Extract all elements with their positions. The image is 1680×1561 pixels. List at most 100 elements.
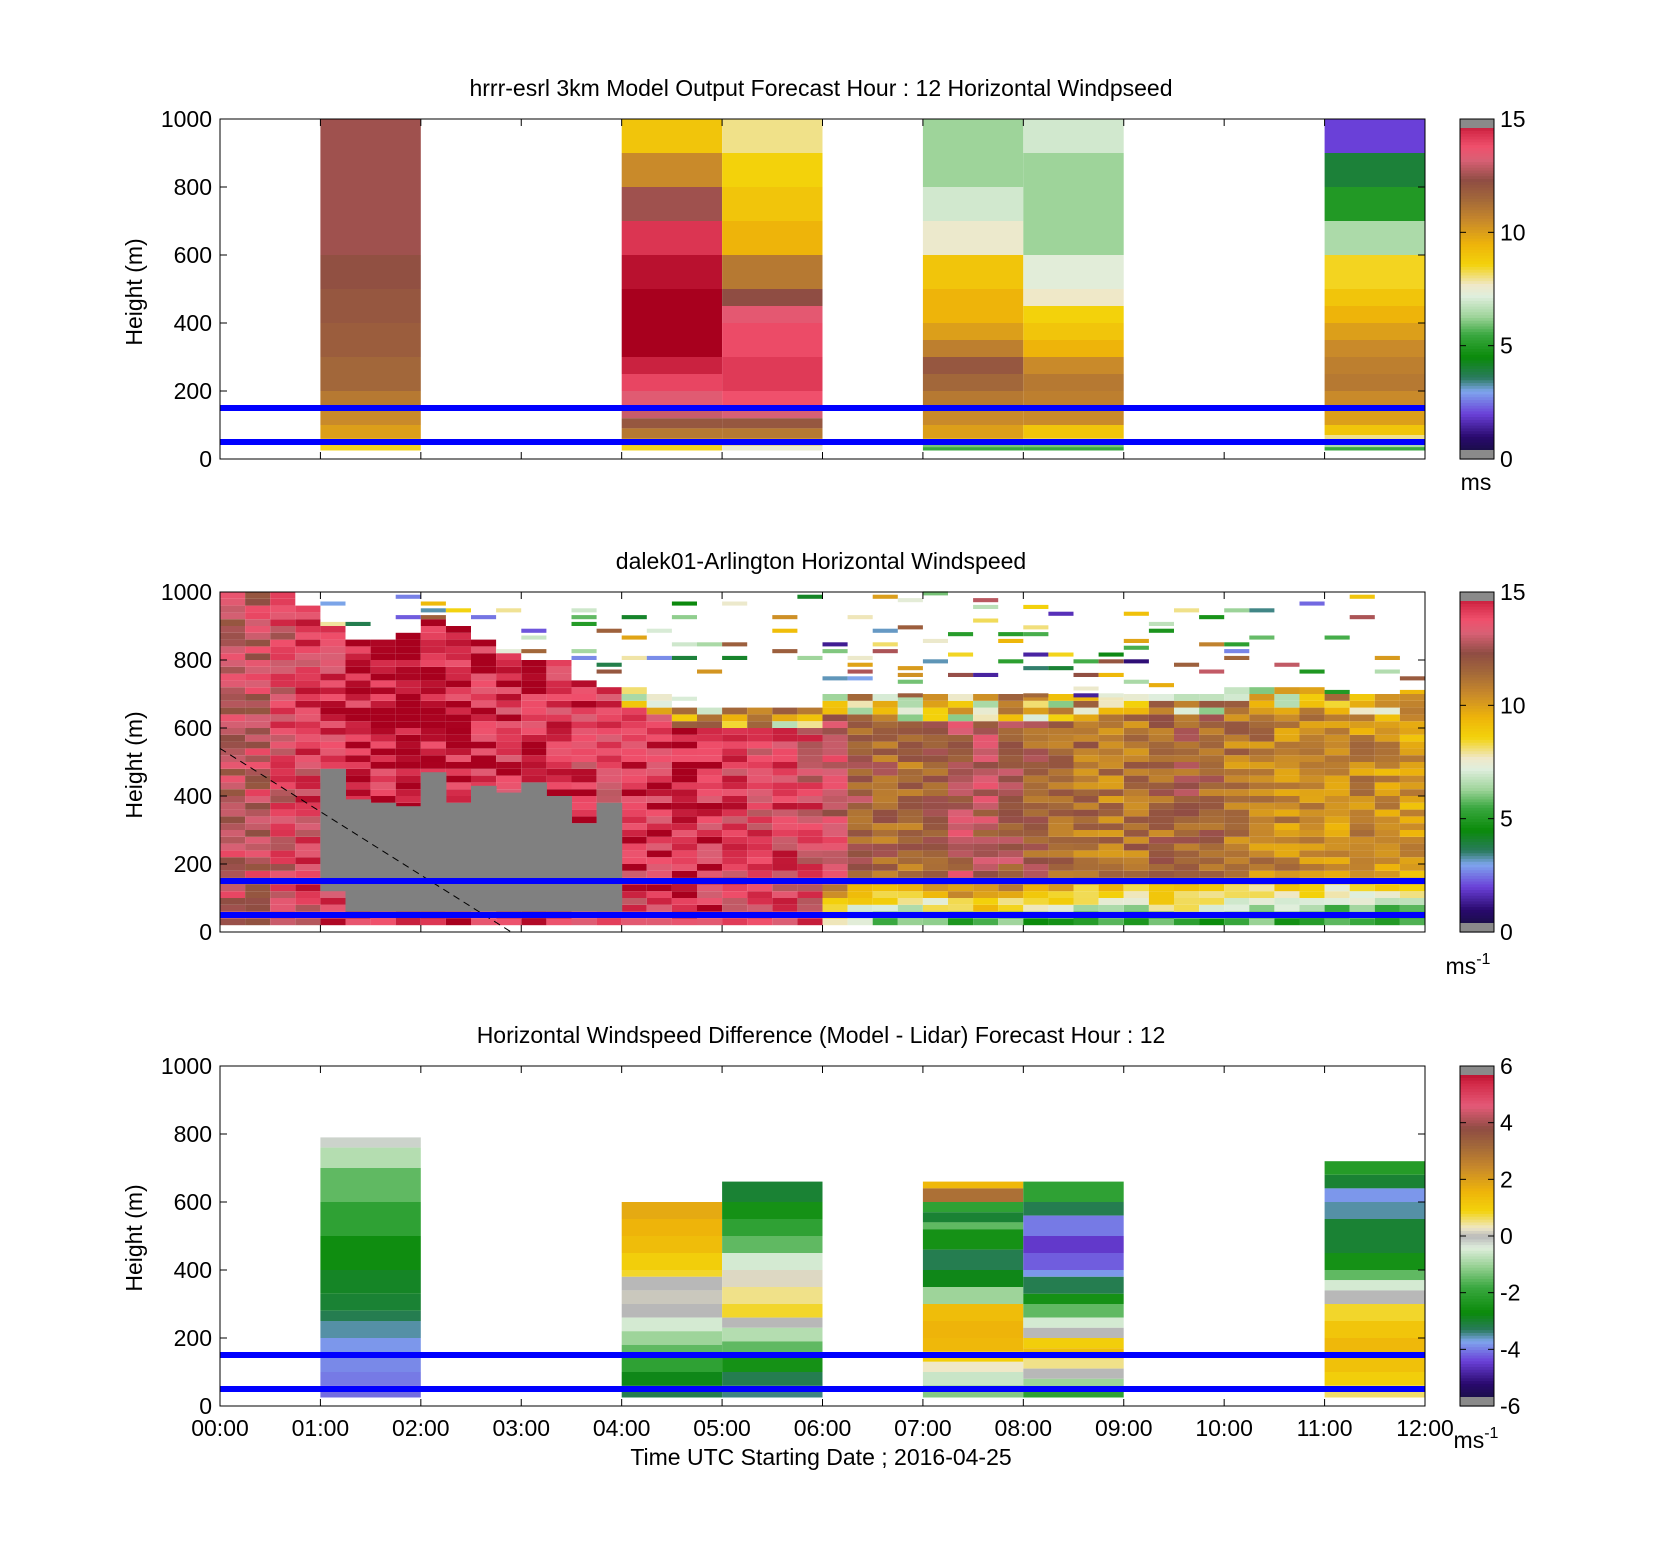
heatmap-cell bbox=[320, 255, 421, 289]
heatmap-cell bbox=[1098, 748, 1124, 756]
heatmap-cell bbox=[747, 898, 773, 905]
heatmap-cell bbox=[1324, 447, 1425, 451]
heatmap-cell bbox=[747, 870, 773, 878]
colorbar-segment bbox=[1460, 184, 1494, 188]
colorbar-segment bbox=[1460, 705, 1494, 709]
heatmap-cell bbox=[998, 762, 1024, 769]
heatmap-cell bbox=[270, 796, 296, 803]
heatmap-cell bbox=[1174, 857, 1200, 864]
heatmap-cell bbox=[847, 782, 873, 790]
colorbar-segment bbox=[1460, 1139, 1494, 1144]
heatmap-cell bbox=[496, 608, 522, 613]
heatmap-cell bbox=[445, 755, 471, 762]
heatmap-cell bbox=[471, 660, 497, 667]
heatmap-cell bbox=[1399, 721, 1425, 728]
heatmap-cell bbox=[546, 680, 572, 688]
colorbar-segment bbox=[1460, 280, 1494, 284]
heatmap-cell bbox=[772, 904, 798, 912]
heatmap-cell bbox=[220, 605, 246, 613]
colorbar-segment bbox=[1460, 385, 1494, 389]
heatmap-cell bbox=[1023, 850, 1049, 858]
heatmap-cell bbox=[596, 755, 622, 762]
colorbar-segment bbox=[1460, 637, 1494, 641]
heatmap-cell bbox=[1249, 891, 1275, 898]
heatmap-cell bbox=[370, 762, 396, 769]
heatmap-cell bbox=[1374, 864, 1400, 871]
heatmap-cell bbox=[395, 762, 421, 769]
colorbar-segment bbox=[1460, 408, 1494, 412]
heatmap-cell bbox=[295, 816, 321, 824]
heatmap-cell bbox=[973, 598, 999, 603]
heatmap-cell bbox=[872, 904, 898, 912]
heatmap-cell bbox=[797, 898, 823, 905]
heatmap-cell bbox=[747, 721, 773, 728]
colorbar-segment bbox=[1460, 779, 1494, 783]
heatmap-cell bbox=[646, 748, 672, 756]
y-tick-label: 800 bbox=[174, 647, 212, 673]
heatmap-cell bbox=[1199, 755, 1225, 762]
heatmap-cell bbox=[420, 714, 446, 722]
colorbar-segment bbox=[1460, 835, 1494, 840]
heatmap-cell bbox=[1123, 864, 1149, 871]
x-tick-label: 04:00 bbox=[593, 1415, 651, 1441]
heatmap-cell bbox=[521, 755, 547, 762]
heatmap-cell bbox=[1123, 823, 1149, 830]
heatmap-cell bbox=[1174, 734, 1200, 742]
heatmap-cell bbox=[797, 857, 823, 864]
heatmap-cell bbox=[1073, 850, 1099, 858]
heatmap-cell bbox=[922, 789, 948, 796]
heatmap-cell bbox=[1073, 836, 1099, 844]
difference-plot-frame bbox=[219, 1065, 1426, 1407]
colorbar-segment bbox=[1460, 1117, 1494, 1121]
colorbar-segment bbox=[1460, 138, 1494, 143]
heatmap-cell bbox=[747, 884, 773, 892]
colorbar-segment bbox=[1460, 175, 1494, 180]
heatmap-cell bbox=[822, 762, 848, 769]
heatmap-cell bbox=[395, 632, 421, 640]
heatmap-cell bbox=[471, 775, 497, 783]
colorbar-segment bbox=[1460, 716, 1494, 721]
heatmap-cell bbox=[395, 796, 421, 803]
heatmap-cell bbox=[1023, 728, 1049, 735]
heatmap-cell bbox=[897, 672, 923, 677]
heatmap-cell bbox=[295, 904, 321, 912]
heatmap-cell bbox=[471, 687, 497, 694]
heatmap-cell bbox=[320, 891, 346, 898]
heatmap-cell bbox=[596, 768, 622, 776]
colorbar-segment bbox=[1460, 153, 1494, 157]
y-tick-label: 1000 bbox=[161, 1053, 212, 1079]
colorbar-segment bbox=[1460, 1374, 1494, 1379]
heatmap-cell bbox=[1324, 1219, 1425, 1236]
heatmap-cell bbox=[395, 673, 421, 681]
colorbar-segment bbox=[1460, 246, 1494, 250]
heatmap-cell bbox=[521, 694, 547, 701]
colorbar-segment bbox=[1460, 201, 1494, 205]
colorbar-segment bbox=[1460, 419, 1494, 423]
heatmap-cell bbox=[596, 762, 622, 769]
heatmap-cell bbox=[1349, 898, 1375, 905]
heatmap-cell bbox=[571, 918, 597, 926]
heatmap-cell bbox=[1023, 693, 1049, 698]
heatmap-cell bbox=[445, 646, 471, 654]
heatmap-cell bbox=[1374, 748, 1400, 756]
heatmap-cell bbox=[596, 775, 622, 783]
heatmap-cell bbox=[621, 289, 723, 323]
heatmap-cell bbox=[922, 391, 1024, 408]
heatmap-cell bbox=[722, 391, 823, 408]
heatmap-cell bbox=[897, 734, 923, 742]
heatmap-cell bbox=[1349, 789, 1375, 796]
heatmap-cell bbox=[1374, 830, 1400, 837]
heatmap-cell bbox=[471, 721, 497, 728]
heatmap-cell bbox=[772, 809, 798, 817]
colorbar-segment bbox=[1460, 648, 1494, 653]
heatmap-cell bbox=[1073, 707, 1099, 715]
colorbar-segment bbox=[1460, 665, 1494, 670]
heatmap-cell bbox=[345, 782, 371, 790]
heatmap-cell bbox=[270, 918, 296, 926]
heatmap-cell bbox=[270, 612, 296, 620]
heatmap-cell bbox=[671, 918, 697, 926]
y-tick-label: 600 bbox=[174, 715, 212, 741]
heatmap-cell bbox=[847, 802, 873, 810]
heatmap-cell bbox=[496, 653, 522, 660]
heatmap-cell bbox=[1023, 1293, 1124, 1304]
